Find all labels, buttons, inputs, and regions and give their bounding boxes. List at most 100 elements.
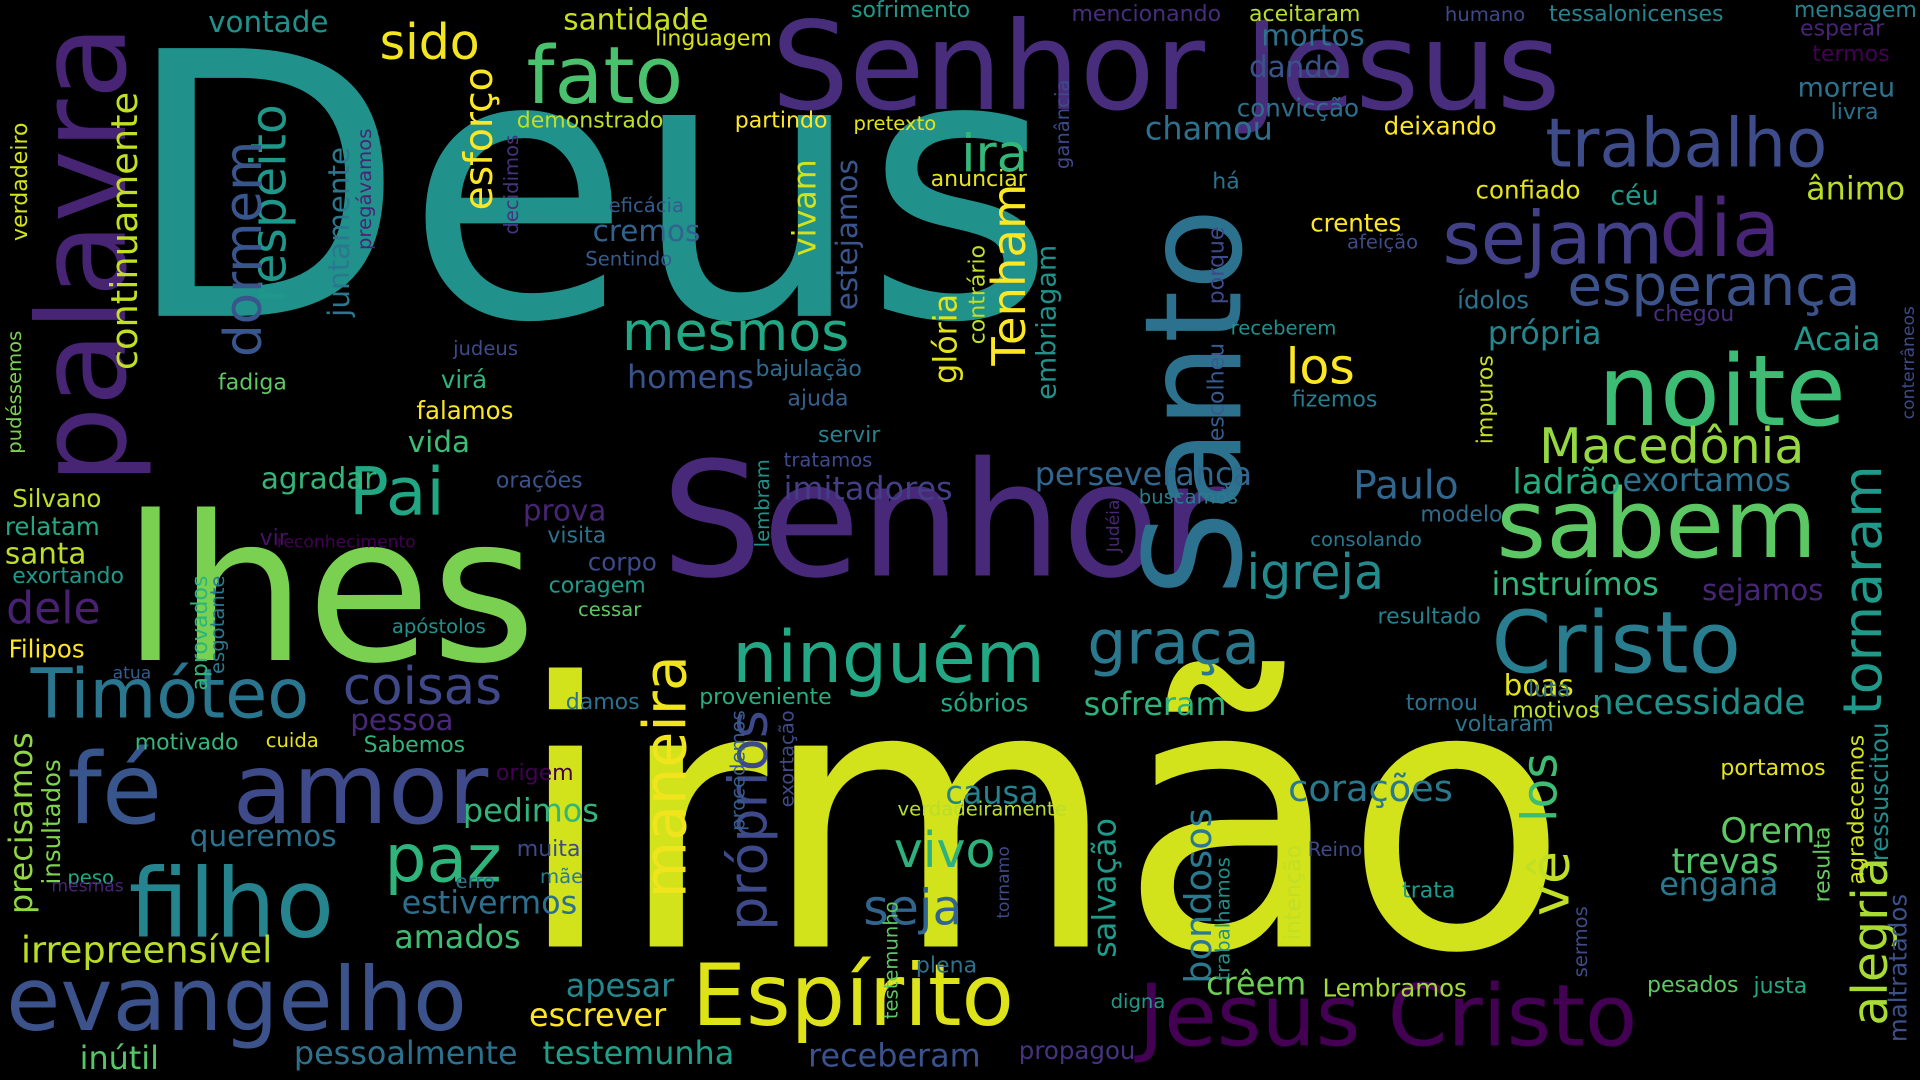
word: tornou [1405, 690, 1478, 717]
word: motivos [1512, 697, 1601, 724]
word: Acaia [1793, 322, 1881, 359]
word: convicção [1236, 93, 1359, 123]
word: humano [1444, 2, 1526, 26]
word: causa [945, 775, 1039, 812]
word: vivam [787, 159, 825, 257]
word: sermos [1568, 906, 1592, 978]
word: Espírito [691, 945, 1015, 1046]
word: ânimo [1806, 171, 1906, 209]
word: ninguém [732, 615, 1045, 700]
word: trabalhamos [1211, 857, 1235, 981]
word: chegou [1653, 301, 1735, 327]
word: Santo [1115, 208, 1273, 597]
word: esforço [455, 67, 503, 211]
word: vir [259, 525, 288, 552]
word: pedimos [462, 793, 599, 831]
word: anunciar [930, 166, 1027, 193]
word: mesmos [622, 301, 850, 364]
word: irrepreensível [20, 929, 273, 973]
word: voltaram [1454, 711, 1554, 738]
word: consolando [1310, 527, 1422, 552]
word: trata [1402, 877, 1456, 904]
word: morreu [1797, 73, 1896, 105]
word: insultados [36, 759, 67, 885]
word: Silvano [12, 483, 102, 514]
word: confiado [1475, 175, 1581, 205]
word: motivado [134, 729, 239, 756]
word: tessalonicenses [1548, 1, 1724, 27]
word: santa [4, 536, 87, 571]
word: lembram [750, 459, 774, 548]
word: homens [626, 360, 754, 397]
word: pesados [1646, 972, 1739, 998]
word: boas [1503, 668, 1574, 703]
word: cessar [577, 597, 642, 621]
word: embriagam [1032, 244, 1063, 400]
word: lhes [122, 472, 537, 708]
word: pudéssemos [2, 330, 26, 454]
word: irmão [514, 606, 1569, 1034]
word: procedemos [726, 710, 750, 831]
word: eficácia [608, 193, 684, 217]
word: resultado [1377, 603, 1481, 630]
word: intenção [1280, 844, 1307, 941]
word: Senhor [661, 427, 1225, 614]
word: resulta [1809, 826, 1836, 903]
word: chamou [1144, 111, 1273, 149]
word: necessidade [1591, 682, 1806, 723]
word: cuida [265, 728, 319, 752]
word: origem [495, 760, 574, 787]
word: receberem [1230, 315, 1337, 340]
word: vivo [893, 822, 996, 880]
word: há [1212, 168, 1240, 195]
word: pessoa [350, 702, 454, 738]
word: mencionando [1071, 1, 1222, 27]
word: ladrão [1512, 461, 1621, 503]
word: amados [394, 919, 521, 957]
word: instruímos [1491, 566, 1659, 604]
word: justa [1753, 973, 1808, 1000]
word: atua [112, 663, 152, 684]
word: modelo [1420, 502, 1503, 528]
word: inútil [79, 1040, 159, 1078]
word: Judéia [1104, 499, 1125, 553]
word: sóbrios [940, 688, 1029, 718]
word: sido [379, 14, 480, 72]
word: propagou [1018, 1035, 1136, 1066]
word: partindo [734, 107, 828, 134]
word: plena [915, 952, 978, 979]
word: graça [1087, 607, 1261, 679]
word: pessoalmente [293, 1035, 518, 1073]
word: reconhecimento [276, 532, 416, 553]
word: maneira [631, 655, 701, 899]
word: perseverança [1034, 456, 1252, 494]
word: ídolos [1457, 285, 1530, 315]
word: crêem [1206, 966, 1307, 1003]
word: sejamos [1702, 573, 1824, 608]
word: corpo [587, 547, 657, 577]
word: orações [495, 467, 583, 494]
word: apóstolos [391, 614, 486, 638]
word: continuamente [104, 91, 147, 371]
word: sejam [1442, 195, 1663, 282]
word: amor [232, 732, 489, 847]
word: Lembramos [1322, 973, 1467, 1003]
word: virá [440, 364, 488, 395]
word: decidimos [499, 134, 523, 235]
word: ressuscitou [1864, 722, 1895, 862]
word: fadiga [217, 369, 287, 396]
word: verdadeiro [7, 122, 34, 241]
word: Senhor Jesus [771, 0, 1561, 139]
word: coragem [548, 573, 646, 599]
word: apesar [565, 968, 675, 1006]
word: enganá [1659, 866, 1779, 904]
word: Pai [348, 453, 445, 531]
word: demonstrado [516, 107, 664, 134]
word: servir [817, 422, 881, 449]
word: termos [1812, 41, 1890, 68]
word: trabalho [1545, 104, 1828, 183]
word: falamos [416, 395, 514, 425]
word: los [1512, 753, 1569, 823]
word: buscamos [1138, 484, 1238, 509]
